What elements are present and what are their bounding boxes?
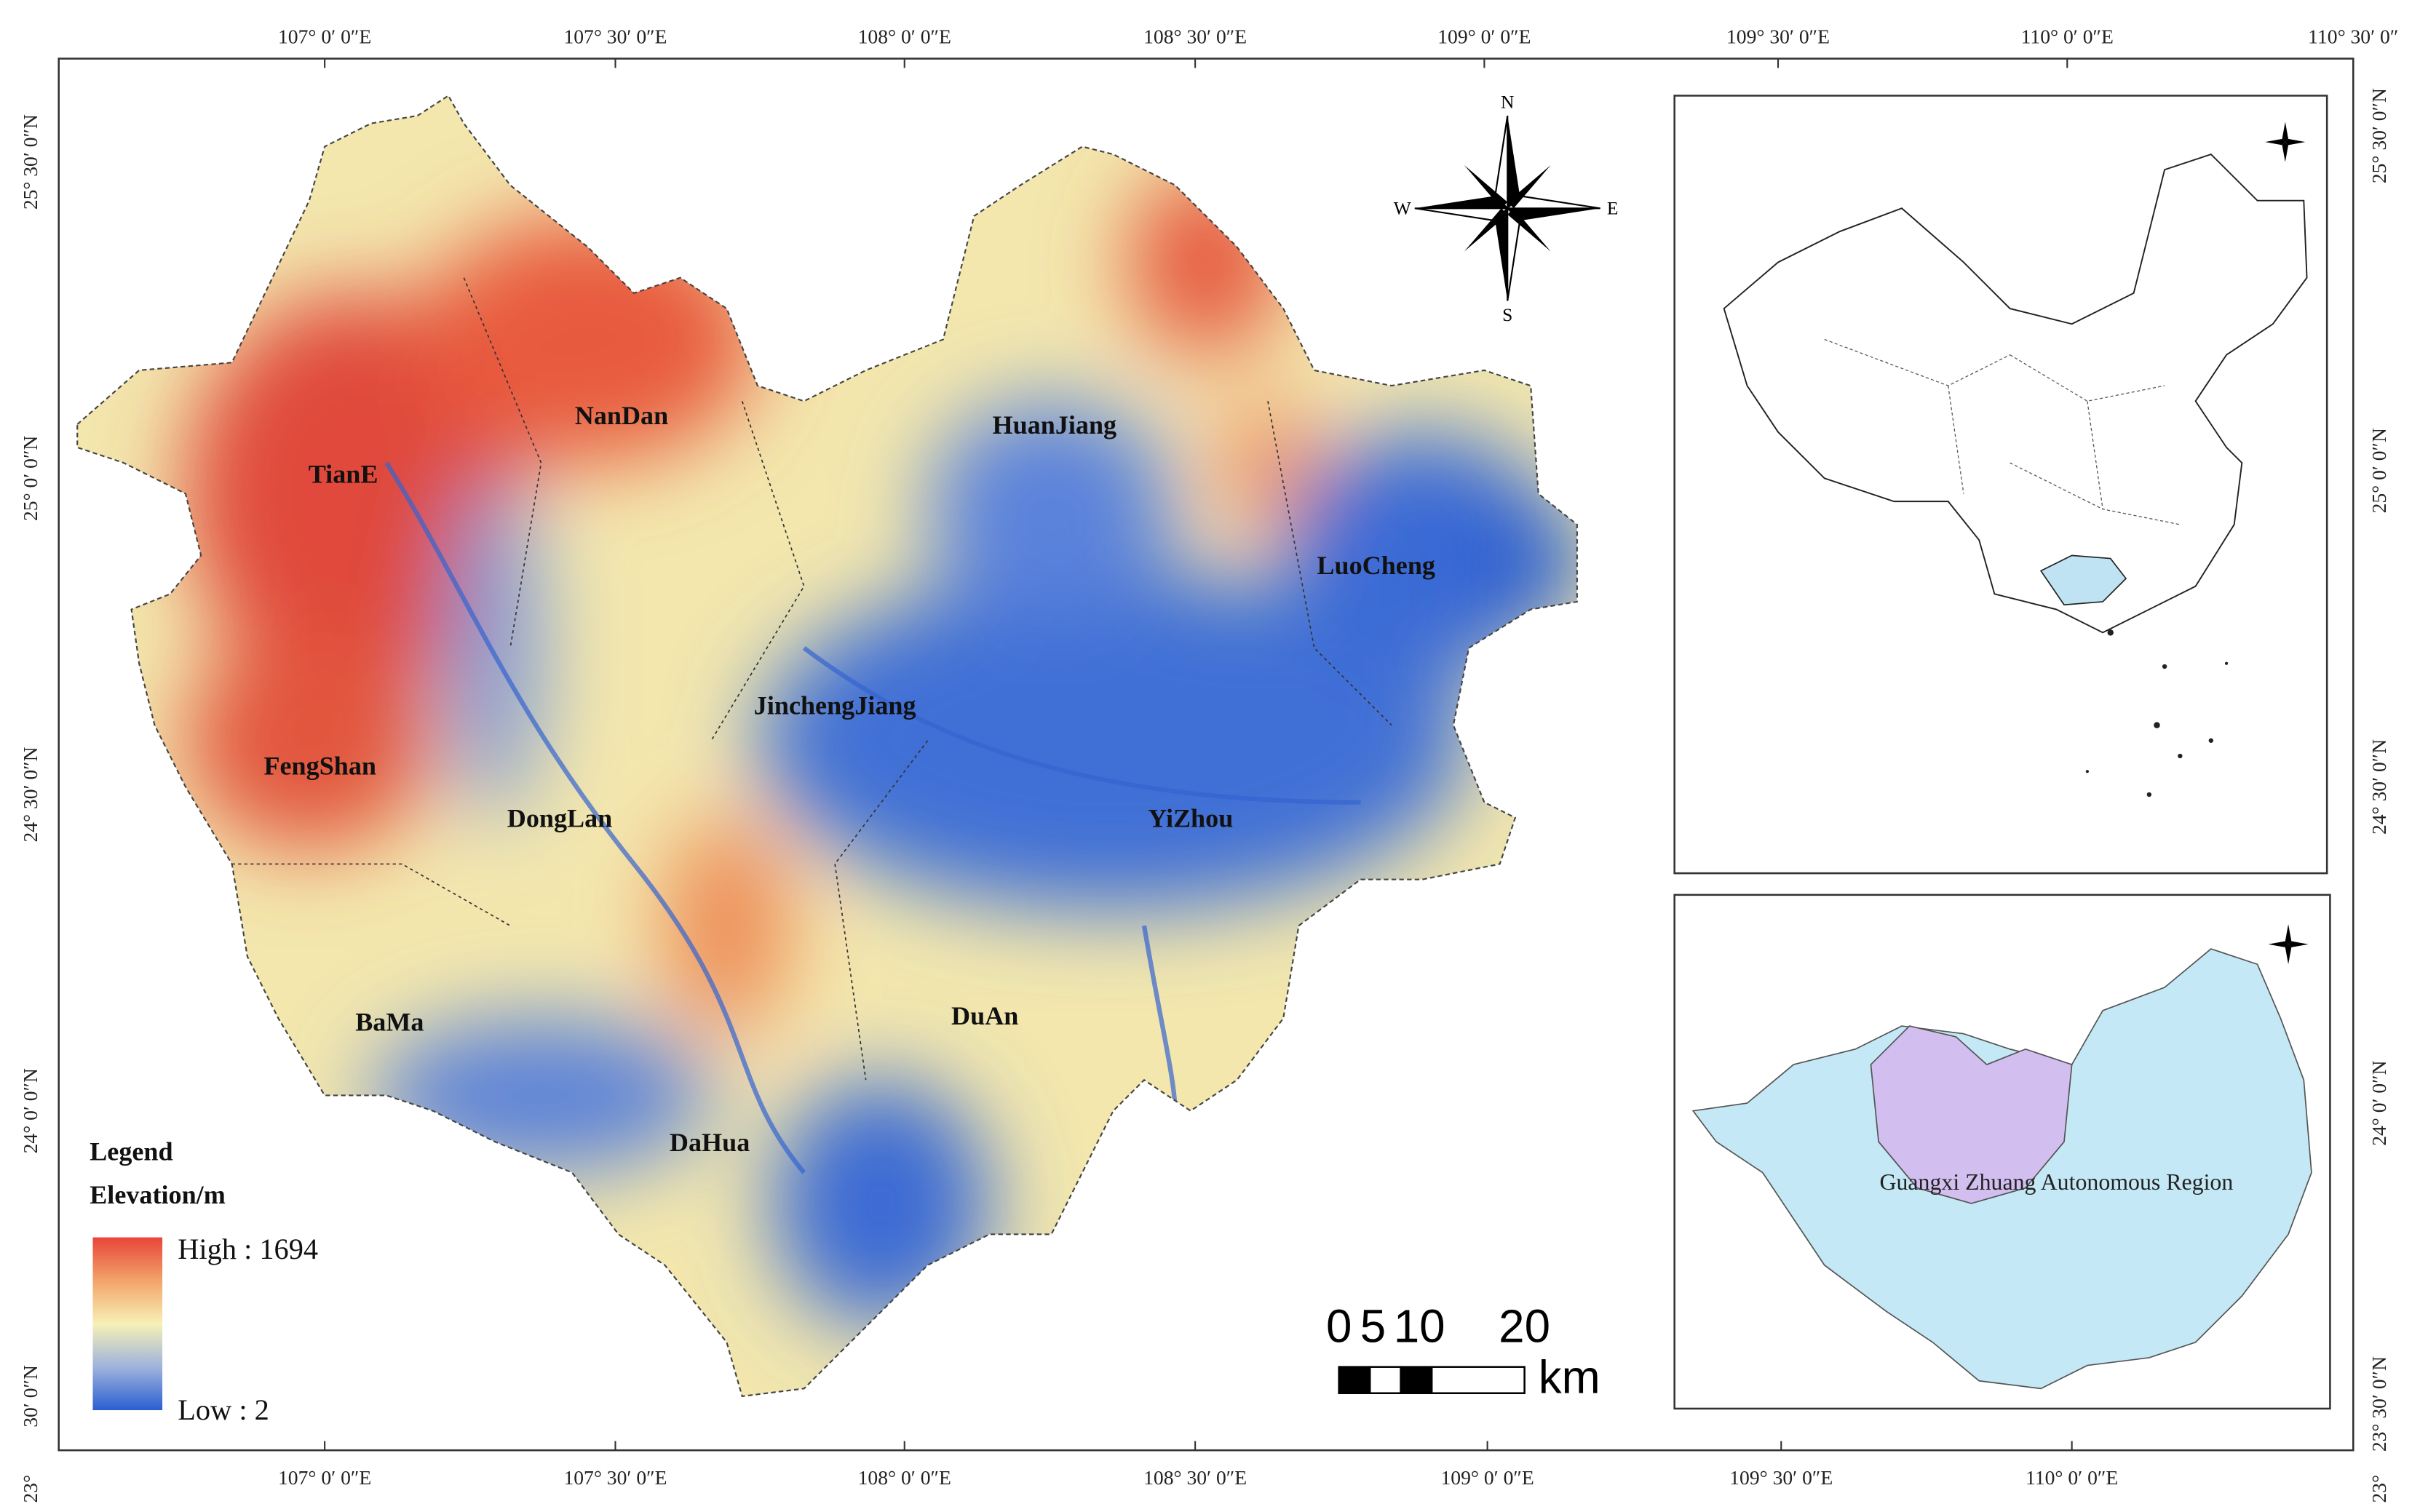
legend-ramp bbox=[92, 1237, 163, 1411]
place-label: DongLan bbox=[507, 804, 613, 833]
scale-tick: 10 bbox=[1394, 1301, 1445, 1353]
scale-tick: 5 bbox=[1360, 1301, 1386, 1353]
top-coord-label: 110° 0′ 0″E bbox=[2021, 25, 2114, 47]
compass-east: E bbox=[1607, 198, 1619, 219]
bottom-coord-label: 108° 30′ 0″E bbox=[1143, 1466, 1247, 1489]
study-area bbox=[1870, 1025, 2073, 1204]
place-label: YiZhou bbox=[1148, 804, 1233, 833]
inset-compass bbox=[2265, 122, 2306, 162]
right-coord-label: 23° 30′ 0″N bbox=[2368, 1356, 2390, 1452]
place-label: HuanJiang bbox=[993, 410, 1117, 439]
left-coord-label: 24° 0′ 0″N bbox=[19, 1068, 41, 1153]
region-outline bbox=[76, 94, 1578, 1398]
compass-north: N bbox=[1501, 91, 1514, 112]
china-outline bbox=[1723, 153, 2308, 634]
place-label: DaHua bbox=[670, 1128, 750, 1157]
place-label: FengShan bbox=[263, 751, 376, 780]
inset-label: Guangxi Zhuang Autonomous Region bbox=[1879, 1169, 2233, 1195]
place-label: LuoCheng bbox=[1317, 551, 1435, 580]
scale-tick: 20 bbox=[1499, 1301, 1550, 1353]
left-coord-label: 25° 30′ 0″N bbox=[19, 114, 41, 210]
top-coord-label: 107° 0′ 0″E bbox=[278, 25, 371, 47]
right-coord-label: 24° 0′ 0″N bbox=[2368, 1060, 2390, 1145]
top-coord-label: 110° 30′ 0″ bbox=[2308, 25, 2398, 47]
guangxi-highlight bbox=[2039, 554, 2127, 606]
left-coord-label: 24° 30′ 0″N bbox=[19, 747, 41, 842]
bottom-coord-label: 107° 0′ 0″E bbox=[278, 1466, 371, 1489]
scale-bar bbox=[1338, 1366, 1526, 1395]
place-label: BaMa bbox=[355, 1007, 424, 1036]
right-coord-label: 24° 30′ 0″N bbox=[2368, 739, 2390, 835]
compass bbox=[1414, 115, 1600, 301]
map-frame bbox=[57, 57, 2355, 1452]
place-label: JinchengJiang bbox=[754, 691, 916, 720]
legend-high: High : 1694 bbox=[178, 1233, 318, 1265]
top-coord-label: 108° 30′ 0″E bbox=[1143, 25, 1247, 47]
islands bbox=[2085, 629, 2229, 797]
place-label: TianE bbox=[309, 460, 378, 489]
scale-tick: 0 bbox=[1326, 1301, 1352, 1353]
province-lines bbox=[1824, 338, 2181, 525]
legend-low: Low : 2 bbox=[178, 1393, 269, 1426]
top-coord-label: 109° 0′ 0″E bbox=[1437, 25, 1531, 47]
legend-title: Legend bbox=[90, 1137, 172, 1166]
top-coord-label: 108° 0′ 0″E bbox=[858, 25, 951, 47]
top-coord-label: 107° 30′ 0″E bbox=[563, 25, 667, 47]
bottom-coord-label: 109° 30′ 0″E bbox=[1729, 1466, 1833, 1489]
elevation-raster bbox=[77, 95, 1577, 1396]
compass-west: W bbox=[1394, 198, 1411, 219]
compass-south: S bbox=[1502, 304, 1512, 325]
corner-coord-label: 23° bbox=[19, 1475, 41, 1503]
right-coord-label: 25° 30′ 0″N bbox=[2368, 88, 2390, 183]
left-coord-label: 30′ 0″N bbox=[19, 1365, 41, 1428]
bottom-coord-label: 107° 30′ 0″E bbox=[563, 1466, 667, 1489]
bottom-coord-label: 109° 0′ 0″E bbox=[1441, 1466, 1534, 1489]
place-label: DuAn bbox=[951, 1001, 1018, 1030]
right-coord-label: 25° 0′ 0″N bbox=[2368, 428, 2390, 513]
corner-coord-label: 23° bbox=[2368, 1475, 2390, 1503]
place-label: NanDan bbox=[575, 401, 668, 430]
left-coord-label: 25° 0′ 0″N bbox=[19, 436, 41, 521]
inset-compass bbox=[2268, 924, 2309, 965]
bottom-coord-label: 108° 0′ 0″E bbox=[858, 1466, 951, 1489]
legend-subtitle: Elevation/m bbox=[90, 1180, 226, 1209]
bottom-coord-label: 110° 0′ 0″E bbox=[2026, 1466, 2118, 1489]
scale-unit: km bbox=[1539, 1352, 1600, 1404]
top-coord-label: 109° 30′ 0″E bbox=[1726, 25, 1830, 47]
